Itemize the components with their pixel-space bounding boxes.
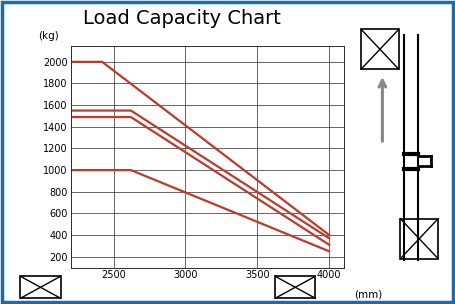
Text: (mm): (mm) bbox=[354, 290, 383, 300]
Bar bbox=[361, 29, 399, 69]
Bar bbox=[400, 219, 438, 259]
Text: Load Capacity Chart: Load Capacity Chart bbox=[83, 9, 281, 28]
Text: (kg): (kg) bbox=[38, 31, 59, 41]
Bar bbox=[20, 276, 61, 298]
Bar bbox=[275, 276, 315, 298]
